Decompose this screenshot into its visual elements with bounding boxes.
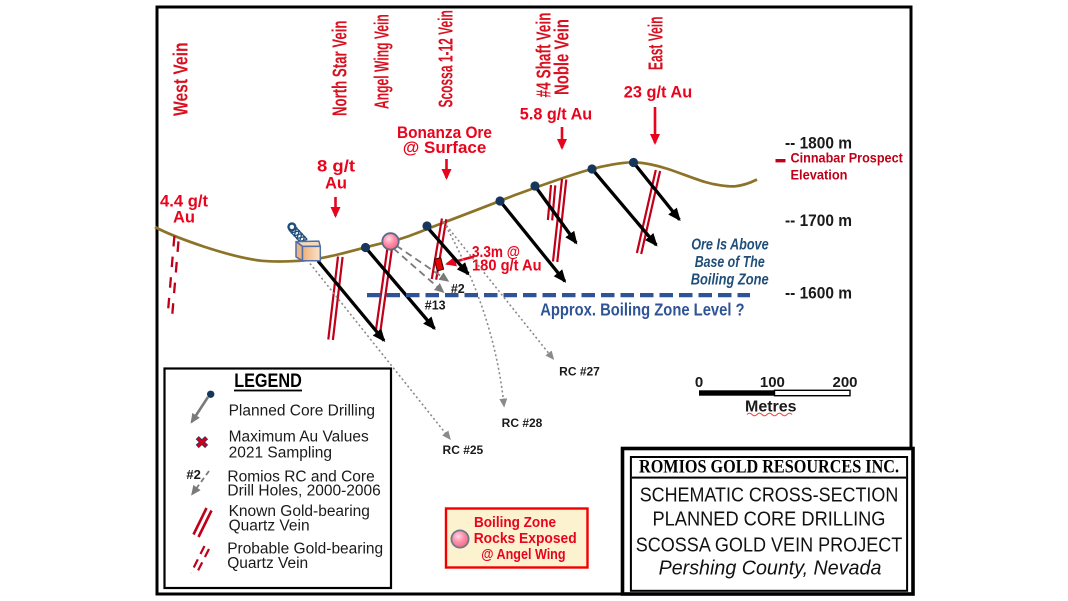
svg-text:#2: #2 (451, 282, 465, 296)
svg-text:ROMIOS GOLD RESOURCES INC.: ROMIOS GOLD RESOURCES INC. (639, 457, 899, 478)
svg-text:Metres: Metres (745, 399, 797, 416)
svg-text:5.8 g/t Au: 5.8 g/t Au (520, 106, 592, 124)
svg-text:SCOSSA GOLD VEIN PROJECT: SCOSSA GOLD VEIN PROJECT (636, 534, 903, 556)
svg-text:RC #28: RC #28 (502, 416, 543, 430)
svg-text:SCHEMATIC CROSS-SECTION: SCHEMATIC CROSS-SECTION (640, 484, 899, 506)
svg-text:Bonanza Ore: Bonanza Ore (397, 124, 492, 142)
svg-text:PLANNED CORE DRILLING: PLANNED CORE DRILLING (653, 509, 886, 531)
svg-text:RC #25: RC #25 (443, 443, 484, 457)
svg-text:Quartz Vein: Quartz Vein (229, 518, 310, 535)
svg-text:Known Gold-bearing: Known Gold-bearing (229, 503, 370, 520)
svg-text:200: 200 (832, 374, 857, 391)
svg-text:Quartz Vein: Quartz Vein (227, 555, 308, 572)
svg-text:Au: Au (173, 209, 195, 227)
svg-text:#13: #13 (425, 299, 446, 313)
svg-text:Rocks Exposed: Rocks Exposed (474, 531, 577, 547)
svg-text:23 g/t Au: 23 g/t Au (624, 84, 692, 102)
svg-text:@ Surface: @ Surface (403, 139, 487, 157)
svg-text:Scossa 1-12 Vein: Scossa 1-12 Vein (436, 10, 458, 107)
svg-text:Cinnabar Prospect: Cinnabar Prospect (791, 151, 904, 166)
svg-text:East Vein: East Vein (646, 17, 668, 71)
svg-text:3.3m @: 3.3m @ (472, 244, 520, 261)
svg-text:8 g/t: 8 g/t (317, 158, 356, 176)
svg-text:Elevation: Elevation (791, 168, 848, 183)
svg-text:2021 Sampling: 2021 Sampling (229, 445, 332, 462)
svg-text:100: 100 (760, 374, 785, 391)
svg-text:Base of The: Base of The (695, 254, 765, 271)
svg-text:Drill Holes, 2000-2006: Drill Holes, 2000-2006 (227, 483, 380, 500)
svg-text:Planned Core Drilling: Planned Core Drilling (229, 403, 375, 420)
svg-text:-- 1800 m: -- 1800 m (785, 134, 852, 153)
svg-text:-- 1700 m: -- 1700 m (785, 211, 852, 230)
svg-text:Noble Vein: Noble Vein (552, 19, 574, 95)
svg-text:Au: Au (325, 175, 347, 193)
svg-text:0: 0 (695, 374, 703, 391)
svg-text:#2: #2 (186, 467, 200, 482)
svg-text:Angel Wing Vein: Angel Wing Vein (372, 14, 394, 109)
svg-text:180 g/t Au: 180 g/t Au (472, 257, 542, 274)
svg-text:RC #27: RC #27 (559, 365, 600, 379)
svg-text:#4 Shaft Vein: #4 Shaft Vein (534, 13, 556, 98)
svg-text:Pershing County, Nevada: Pershing County, Nevada (659, 558, 882, 580)
svg-text:West Vein: West Vein (171, 43, 193, 117)
svg-text:Romios RC and Core: Romios RC and Core (227, 469, 374, 486)
svg-text:Boiling Zone: Boiling Zone (691, 271, 769, 288)
svg-text:4.4 g/t: 4.4 g/t (160, 193, 209, 211)
svg-text:Maximum Au Values: Maximum Au Values (229, 429, 369, 446)
svg-text:Probable Gold-bearing: Probable Gold-bearing (227, 541, 383, 558)
svg-text:Approx. Boiling Zone Level ?: Approx. Boiling Zone Level ? (540, 300, 744, 320)
svg-text:Ore Is Above: Ore Is Above (691, 237, 768, 254)
svg-text:North Star Vein: North Star Vein (330, 21, 352, 117)
svg-text:LEGEND: LEGEND (234, 371, 302, 392)
svg-text:-- 1600 m: -- 1600 m (785, 284, 852, 303)
svg-text:Boiling Zone: Boiling Zone (474, 515, 556, 531)
svg-text:@ Angel Wing: @ Angel Wing (481, 547, 565, 563)
